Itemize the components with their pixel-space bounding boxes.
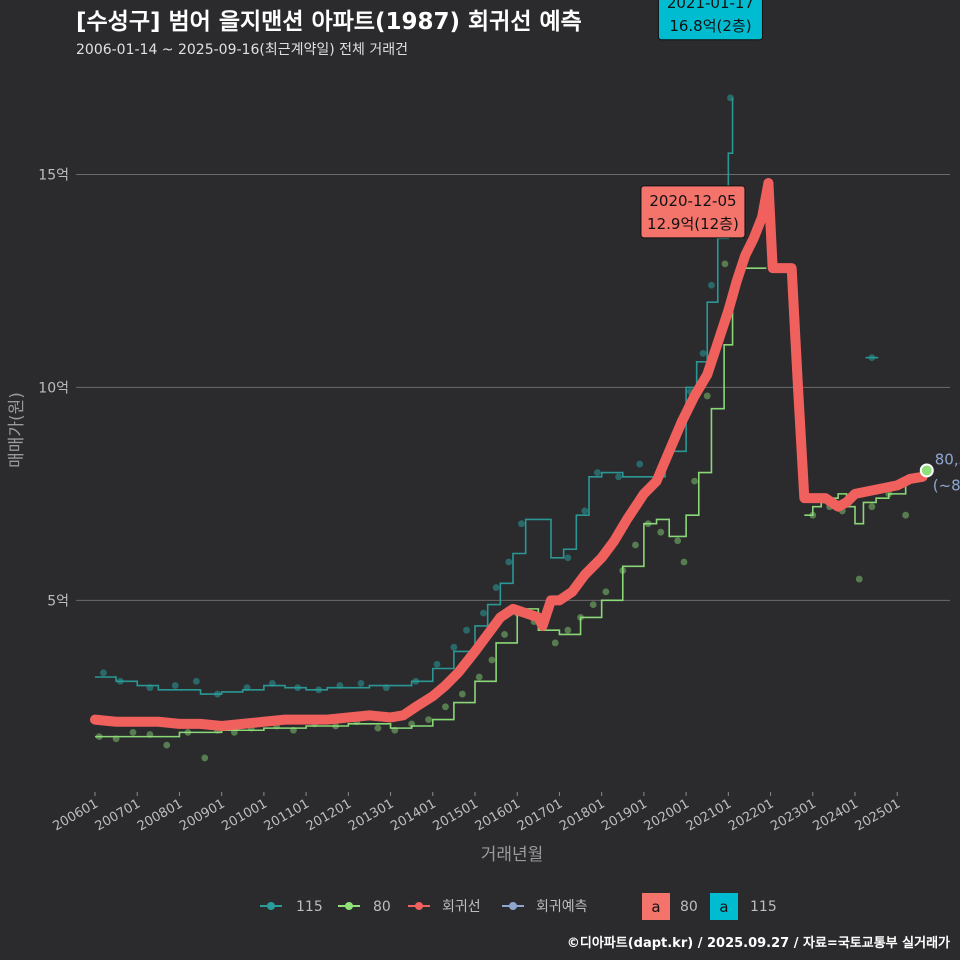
scatter-point-80-30 xyxy=(602,588,610,596)
legend-fill-box-80 xyxy=(642,893,670,920)
scatter-point-80-34 xyxy=(657,528,665,536)
scatter-point-80-48 xyxy=(902,511,910,519)
scatter-point-115-3 xyxy=(171,682,179,689)
regression-series-4 xyxy=(90,177,928,731)
annotation-80-label: 12.9억(12층) xyxy=(647,215,739,233)
regression-line xyxy=(90,177,928,731)
end-point: 80,500 (~80㎡) xyxy=(919,450,960,494)
scatter-point-115-28 xyxy=(699,349,707,357)
legend-fill-key-115: a xyxy=(719,898,728,916)
scatter-point-80-6 xyxy=(201,754,209,762)
scatter-point-80-15 xyxy=(374,724,382,732)
legend-label-regression: 회귀선 xyxy=(442,899,481,915)
annotation-80: 2020-12-05 12.9억(12층) xyxy=(640,185,746,239)
x-axis-title: 거래년월 xyxy=(481,845,544,865)
legend-label-forecast: 회귀예측 xyxy=(536,899,588,915)
scatter-point-80-4 xyxy=(163,741,171,749)
legend-label-80: 80 xyxy=(373,899,391,915)
end-point-value: 80,500 xyxy=(935,450,960,468)
scatter-point-80-19 xyxy=(442,703,449,711)
legend-fill-label-80: 80 xyxy=(680,899,698,915)
legend-item-regression: 회귀선 xyxy=(408,899,481,915)
legend-item-80: 80 xyxy=(338,899,391,915)
scatter-point-80-46 xyxy=(868,503,876,511)
scatter-point-115-17 xyxy=(480,609,487,617)
legend-item-forecast: 회귀예측 xyxy=(502,899,588,915)
y-axis-title: 매매가(원) xyxy=(7,392,27,468)
grid-lines xyxy=(76,173,950,601)
step-line-80-1 xyxy=(95,267,767,738)
annotation-80-box xyxy=(640,185,746,239)
annotation-115-date: 2021-01-17 xyxy=(667,0,754,12)
scatter-point-115-11 xyxy=(357,680,365,687)
y-tick-label-0: 5억 xyxy=(47,593,69,609)
y-tick-label-1: 10억 xyxy=(38,380,69,396)
chart-caption: ©디아파트(dapt.kr) / 2025.09.27 / 자료=국토교통부 실… xyxy=(567,935,950,951)
scatter-point-80-18 xyxy=(425,716,432,723)
legend-item-115: 115 xyxy=(260,899,323,915)
scatter-point-80-38 xyxy=(703,392,711,400)
scatter-point-80-20 xyxy=(458,690,466,698)
scatter-point-80-26 xyxy=(551,639,559,647)
scatter-point-80-29 xyxy=(589,601,597,609)
scatter-point-115-23 xyxy=(594,469,601,476)
step-line-115-0 xyxy=(95,97,734,695)
scatter-point-115-29 xyxy=(708,281,715,289)
scatter-point-115-22 xyxy=(581,507,589,515)
y-axis-ticks: 5억 10억 15억 xyxy=(38,167,69,609)
annotation-115-box xyxy=(657,0,763,41)
legend-label-115: 115 xyxy=(296,899,323,915)
max-price-annotations: 2021-01-17 16.8억(2층) 2020-12-05 12.9억(12… xyxy=(640,0,763,239)
scatter-point-115-0 xyxy=(100,669,107,677)
end-point-marker xyxy=(919,463,934,478)
legend-fill-80: a 80 xyxy=(642,893,698,920)
legend-marker-regression xyxy=(415,902,423,910)
scatter-point-80-35 xyxy=(674,537,682,545)
scatter-point-115-18 xyxy=(492,584,500,591)
scatter-point-115-4 xyxy=(192,677,200,685)
legend: 115 80 회귀선 회귀예측 a 80 a 115 xyxy=(260,893,777,920)
scatter-point-80-40 xyxy=(721,260,729,268)
scatter-point-80-23 xyxy=(501,631,508,638)
scatter-point-80-32 xyxy=(632,541,639,549)
chart-subtitle: 2006-01-14 ~ 2025-09-16(최근계약일) 전체 거래건 xyxy=(76,42,408,58)
end-point-area: (~80㎡) xyxy=(933,476,960,494)
legend-fill-box-115 xyxy=(710,893,738,920)
legend-marker-115 xyxy=(267,902,275,910)
legend-marker-80 xyxy=(345,902,353,910)
chart-title: [수성구] 범어 을지맨션 아파트(1987) 회귀선 예측 xyxy=(76,9,582,35)
scatter-point-115-24 xyxy=(615,473,622,481)
scatter-point-80-27 xyxy=(564,626,572,634)
annotation-80-date: 2020-12-05 xyxy=(649,192,736,210)
scatter-point-115-21 xyxy=(564,554,572,562)
scatter-point-80-22 xyxy=(488,656,496,664)
scatter-point-115-19 xyxy=(505,558,513,566)
legend-fill-label-115: 115 xyxy=(750,899,777,915)
y-tick-label-2: 15억 xyxy=(38,167,69,183)
legend-marker-forecast xyxy=(509,902,517,910)
annotation-115-label: 16.8억(2층) xyxy=(669,17,751,35)
scatter-point-80-37 xyxy=(691,477,698,485)
scatter-point-115-15 xyxy=(450,643,458,651)
legend-fill-115: a 115 xyxy=(710,893,777,920)
scatter-point-115-16 xyxy=(463,626,470,634)
scatter-point-115-14 xyxy=(433,660,441,668)
scatter-point-80-36 xyxy=(680,558,688,566)
scatter-point-115-25 xyxy=(636,460,644,468)
scatter-point-80-2 xyxy=(129,728,137,736)
scatter-point-80-45 xyxy=(855,575,863,583)
annotation-115: 2021-01-17 16.8억(2층) xyxy=(657,0,763,41)
scatter-point-115-20 xyxy=(518,520,525,528)
legend-fill-key-80: a xyxy=(651,898,660,916)
scatter-point-80-21 xyxy=(475,673,483,681)
